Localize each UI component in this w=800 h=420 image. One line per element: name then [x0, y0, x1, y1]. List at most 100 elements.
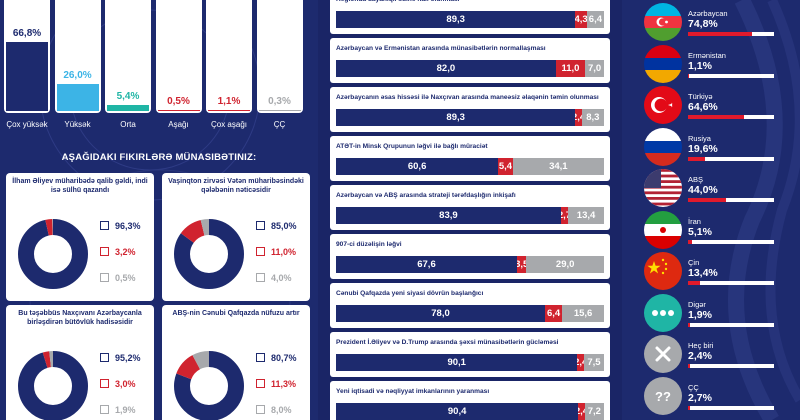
donut-slice	[174, 219, 244, 289]
stacked-bar-segment: 82,0	[336, 60, 556, 77]
stacked-bar-card: Regionda dayanıqlı sülhə nail olunması 89…	[330, 0, 610, 34]
legend-swatch	[256, 247, 265, 256]
rating-bar-fill	[258, 109, 301, 111]
stacked-bar-title: Cənubi Qafqazda yeni siyasi dövrün başla…	[336, 290, 484, 297]
russia-flag-icon	[644, 127, 682, 166]
rating-value-label: 26,0%	[63, 69, 92, 81]
country-bar-fill	[688, 405, 691, 410]
donut-slice	[18, 351, 88, 420]
stacked-bar-segment: 90,4	[336, 403, 579, 420]
stacked-bar-title: Azərbaycan və ABŞ arasında strateji tərə…	[336, 192, 516, 199]
question-icon: ??	[644, 376, 682, 415]
stacked-bar-segment: 90,1	[336, 354, 578, 371]
country-name: Azərbaycan	[688, 9, 728, 18]
rating-value-label: 0,3%	[268, 95, 291, 107]
donut-slice	[18, 219, 88, 289]
country-value: 2,7%	[688, 391, 712, 404]
stacked-bar-segment: 89,3	[336, 109, 576, 126]
country-bar-fill	[688, 115, 744, 119]
stacked-bar-card: Azərbaycan və Ermənistan arasında münasi…	[330, 38, 610, 83]
stacked-bar-segment: 15,6	[562, 305, 604, 322]
stacked-bar-segment: 2,7	[560, 207, 569, 224]
country-value: 64,6%	[688, 101, 718, 113]
legend-value: 0,5%	[115, 273, 136, 283]
middle-panel: Regionda dayanıqlı sülhə nail olunması 89…	[318, 0, 622, 420]
stacked-bar-card: 907-ci düzəlişin ləğvi 67,6 3,5 29,0	[330, 234, 610, 279]
country-value: 2,4%	[688, 350, 712, 362]
dots-icon	[644, 293, 682, 332]
opinion-legend-item: 80,7%	[256, 353, 297, 363]
country-bar-fill	[688, 156, 705, 161]
stacked-bar-segment: 7,2	[584, 403, 604, 420]
legend-swatch	[256, 221, 265, 230]
stacked-bar-segment: 67,6	[336, 256, 517, 273]
stacked-bar-segment: 29,0	[526, 256, 604, 273]
country-name: Ermənistan	[688, 50, 726, 60]
rating-bar-fill	[157, 109, 200, 111]
rating-category-label: Çox aşağı	[210, 120, 248, 129]
stacked-bar-card: ATƏT-in Minsk Qrupunun ləğvi ilə bağlı m…	[330, 136, 610, 181]
stacked-bar-segment: 6,4	[586, 11, 604, 28]
legend-swatch	[256, 405, 265, 414]
stacked-bar-title: Yeni iqtisadi və nəqliyyat imkanlarının …	[336, 388, 490, 395]
legend-swatch	[100, 273, 109, 282]
opinion-question: Bu təşəbbüs Naxçıvanı Azərbaycanla birlə…	[18, 310, 142, 326]
country-bar-fill	[688, 198, 726, 202]
opinion-donut	[174, 219, 244, 289]
rating-category-label: Çox yüksək	[6, 120, 48, 129]
rating-bar	[54, 0, 101, 113]
country-value: 13,4%	[688, 267, 718, 279]
legend-value: 85,0%	[271, 221, 297, 231]
legend-swatch	[100, 379, 109, 388]
stacked-bar: 90,42,47,2	[336, 403, 604, 420]
rating-bar	[4, 0, 50, 113]
rating-category-label: Aşağı	[168, 120, 189, 129]
stacked-bar-segment: 2,4	[577, 354, 584, 371]
country-bar	[688, 156, 774, 161]
country-bar	[688, 364, 774, 368]
stacked-bar-title: Prezident İ.Əliyev və D.Trump arasında ş…	[336, 339, 559, 346]
legend-value: 8,0%	[271, 405, 292, 415]
opinion-card: Vaşinqton zirvəsi Vətən müharibəsindəki …	[162, 173, 310, 301]
stacked-bar-title: Regionda dayanıqlı sülhə nail olunması	[336, 0, 459, 3]
legend-value: 80,7%	[271, 353, 297, 363]
opinion-donut	[174, 351, 244, 420]
opinion-card: Bu təşəbbüs Naxçıvanı Azərbaycanla birlə…	[6, 305, 154, 420]
country-bar	[688, 115, 774, 119]
legend-swatch	[100, 247, 109, 256]
stacked-bar-card: Azərbaycan və ABŞ arasında strateji tərə…	[330, 185, 610, 230]
opinion-legend-item: 95,2%	[100, 353, 141, 363]
opinion-card: İlham Əliyev müharibədə qalib gəldi, ind…	[6, 173, 154, 301]
stacked-bar-segment: 83,9	[336, 207, 561, 224]
stacked-bar: 89,3 4,3 6,4	[336, 11, 604, 28]
legend-value: 95,2%	[115, 353, 141, 363]
stacked-bar-segment: 7,5	[583, 354, 604, 371]
rating-category-label: Yüksək	[64, 120, 91, 129]
opinion-card: ABŞ-nin Cənubi Qafqazda nüfuzu artır 80,7…	[162, 305, 310, 420]
stacked-bar-segment: 60,6	[336, 158, 499, 175]
opinion-legend-item: 8,0%	[256, 405, 292, 415]
country-value: 1,9%	[688, 308, 712, 321]
iran-flag-icon	[644, 210, 682, 249]
opinion-legend-item: 11,0%	[256, 247, 296, 257]
country-bar	[688, 73, 774, 78]
country-name: Rusiya	[688, 133, 711, 143]
stacked-bar-segment: 8,3	[581, 109, 604, 126]
stacked-bar-card: Cənubi Qafqazda yeni siyasi dövrün başla…	[330, 283, 610, 328]
armenia-flag-icon	[644, 44, 682, 83]
country-bar-fill	[688, 322, 690, 327]
opinion-legend-item: 11,3%	[256, 379, 296, 389]
stacked-bar: 78,0 6,4 15,6	[336, 305, 604, 322]
stacked-bar-segment: 13,4	[568, 207, 604, 224]
legend-value: 3,0%	[115, 379, 136, 389]
opinion-legend-item: 0,5%	[100, 273, 136, 283]
stacked-bar-segment: 2,4	[575, 109, 582, 126]
country-bar	[688, 405, 774, 410]
svg-text:??: ??	[655, 389, 671, 404]
stacked-bar-segment: 11,0	[555, 60, 586, 77]
stacked-bar-segment: 4,3	[575, 11, 587, 28]
rating-bar-fill	[208, 109, 250, 111]
opinion-legend-item: 3,0%	[100, 379, 136, 389]
opinion-legend-item: 96,3%	[100, 221, 141, 231]
opinion-legend-item: 1,9%	[100, 405, 136, 415]
